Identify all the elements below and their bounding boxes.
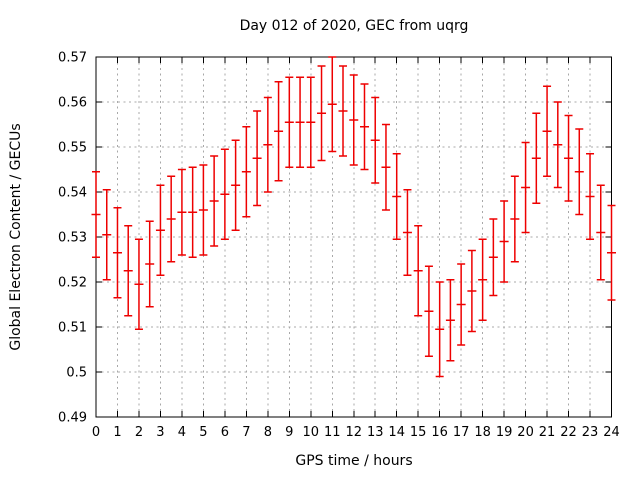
x-tick-label: 2 bbox=[135, 425, 143, 440]
x-tick-label: 18 bbox=[474, 425, 491, 440]
y-tick-label: 0.57 bbox=[58, 51, 87, 66]
x-tick-label: 12 bbox=[345, 425, 362, 440]
x-tick-label: 1 bbox=[113, 425, 121, 440]
x-tick-label: 22 bbox=[560, 425, 577, 440]
y-tick-label: 0.54 bbox=[58, 186, 87, 201]
x-tick-label: 7 bbox=[242, 425, 250, 440]
y-tick-label: 0.49 bbox=[58, 411, 87, 426]
x-tick-label: 17 bbox=[453, 425, 470, 440]
x-tick-label: 19 bbox=[496, 425, 513, 440]
x-axis-label: GPS time / hours bbox=[295, 453, 413, 469]
y-tick-label: 0.53 bbox=[58, 231, 87, 246]
x-tick-label: 11 bbox=[324, 425, 341, 440]
x-tick-label: 20 bbox=[517, 425, 534, 440]
x-tick-label: 10 bbox=[303, 425, 320, 440]
y-tick-label: 0.51 bbox=[58, 321, 87, 336]
chart-title: Day 012 of 2020, GEC from uqrg bbox=[239, 18, 469, 34]
y-tick-label: 0.55 bbox=[58, 141, 87, 156]
x-tick-label: 4 bbox=[178, 425, 186, 440]
x-tick-label: 6 bbox=[221, 425, 229, 440]
y-tick-label: 0.52 bbox=[58, 276, 87, 291]
x-tick-label: 16 bbox=[431, 425, 448, 440]
x-tick-label: 24 bbox=[603, 425, 620, 440]
x-tick-label: 8 bbox=[264, 425, 272, 440]
y-tick-label: 0.5 bbox=[66, 366, 87, 381]
x-tick-label: 15 bbox=[410, 425, 427, 440]
x-tick-label: 13 bbox=[367, 425, 384, 440]
x-tick-label: 23 bbox=[582, 425, 599, 440]
x-tick-label: 3 bbox=[156, 425, 164, 440]
x-tick-label: 9 bbox=[285, 425, 293, 440]
y-tick-label: 0.56 bbox=[58, 96, 87, 111]
x-tick-label: 5 bbox=[199, 425, 207, 440]
x-tick-label: 0 bbox=[92, 425, 100, 440]
x-tick-label: 14 bbox=[388, 425, 405, 440]
x-tick-label: 21 bbox=[539, 425, 556, 440]
